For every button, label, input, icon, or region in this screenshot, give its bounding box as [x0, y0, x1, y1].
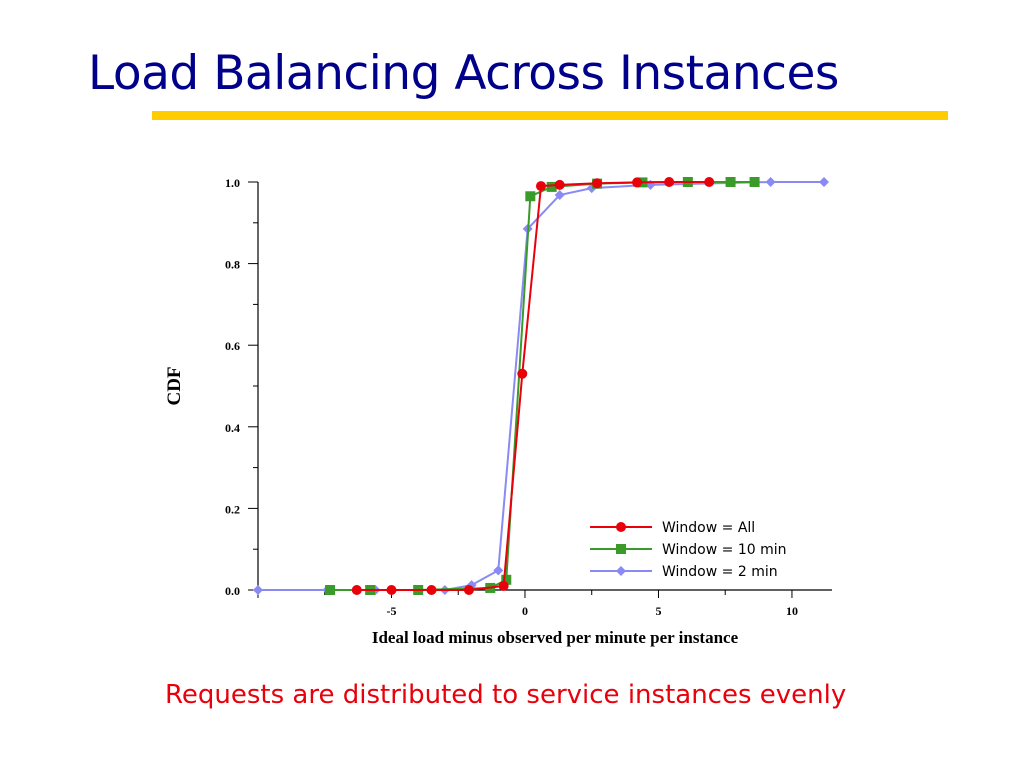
data-point	[325, 585, 336, 595]
y-tick-label: 0.6	[225, 339, 240, 353]
data-point	[517, 368, 528, 379]
y-tick-label: 1.0	[225, 176, 240, 190]
x-tick-label: 5	[655, 604, 661, 618]
legend-label: Window = 10 min	[662, 542, 787, 558]
data-point	[426, 585, 437, 595]
slide-caption: Requests are distributed to service inst…	[165, 680, 847, 710]
data-point	[498, 580, 509, 591]
data-point	[725, 177, 736, 187]
legend-swatch-marker	[616, 522, 626, 532]
series-window-all	[351, 177, 715, 595]
data-point	[525, 191, 536, 202]
data-point	[554, 179, 565, 190]
data-point	[632, 177, 643, 188]
data-point	[592, 178, 603, 189]
title-underline	[152, 111, 948, 120]
data-point	[253, 585, 263, 595]
data-point	[386, 585, 397, 595]
data-point	[463, 585, 474, 595]
data-point	[351, 585, 362, 595]
data-point	[501, 574, 512, 585]
data-point	[664, 177, 675, 187]
axes-layer: 0.0 0.2 0.4 0.6 0.8 1.0 -5 0 5 10	[225, 176, 832, 618]
legend-label: Window = 2 min	[662, 564, 778, 580]
data-point	[749, 177, 760, 187]
series-layer	[253, 177, 829, 595]
data-point	[546, 181, 557, 192]
data-point	[493, 565, 504, 576]
y-tick-label: 0.0	[225, 584, 240, 598]
data-point	[765, 177, 776, 187]
chart-legend: Window = All Window = 10 min Window = 2 mi…	[582, 512, 836, 584]
y-axis-label: CDF	[164, 366, 185, 405]
x-tick-label: -5	[386, 604, 396, 618]
data-point	[704, 177, 715, 187]
legend-swatch-marker	[616, 566, 626, 576]
x-tick-label: 10	[786, 604, 798, 618]
data-point	[535, 181, 546, 192]
legend-swatch-marker	[616, 544, 626, 554]
x-axis-label: Ideal load minus observed per minute per…	[372, 628, 739, 647]
data-point	[818, 177, 829, 187]
y-tick-label: 0.8	[225, 258, 240, 272]
legend-label: Window = All	[662, 520, 755, 536]
slide-title: Load Balancing Across Instances	[88, 46, 839, 101]
x-tick-label: 0	[522, 604, 528, 618]
y-tick-label: 0.4	[225, 421, 240, 435]
y-tick-label: 0.2	[225, 502, 240, 516]
data-point	[554, 190, 565, 201]
series-line	[356, 181, 710, 591]
